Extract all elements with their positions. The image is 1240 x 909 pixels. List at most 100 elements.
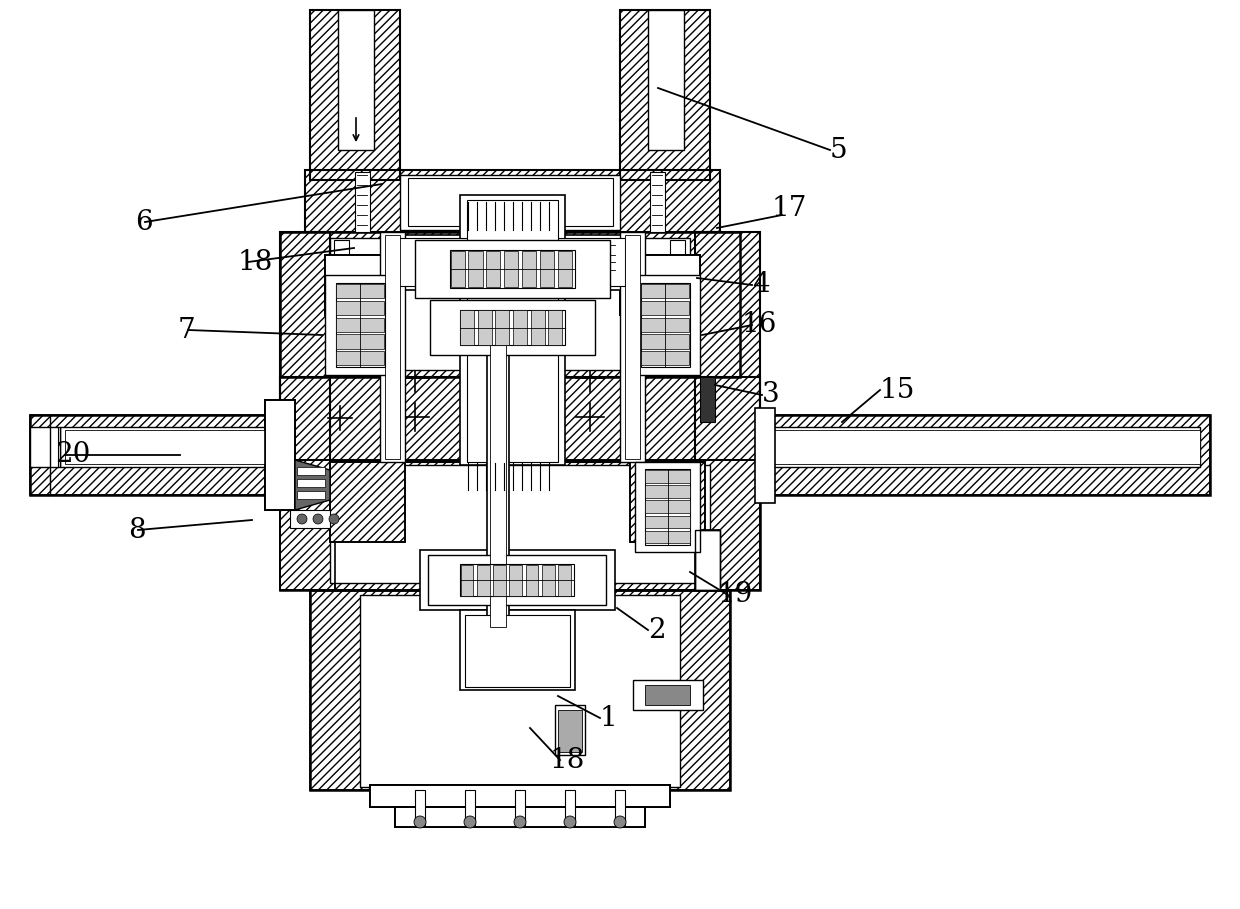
Bar <box>645 485 689 498</box>
Bar <box>384 235 401 459</box>
Bar <box>510 564 522 595</box>
Bar <box>330 465 711 583</box>
Bar <box>620 232 645 462</box>
Bar <box>30 415 280 495</box>
Bar <box>396 807 645 827</box>
Bar <box>556 705 585 755</box>
Bar <box>641 301 689 315</box>
Bar <box>298 491 325 499</box>
Bar <box>450 251 575 287</box>
Bar <box>450 251 465 287</box>
Text: 19: 19 <box>718 582 754 608</box>
Bar <box>408 178 613 226</box>
Text: 6: 6 <box>135 208 153 235</box>
Bar <box>522 251 536 287</box>
Circle shape <box>414 816 427 828</box>
Text: 15: 15 <box>880 376 915 404</box>
Text: 4: 4 <box>751 272 770 298</box>
Bar <box>558 564 570 595</box>
Circle shape <box>515 816 526 828</box>
Bar <box>30 427 60 467</box>
Bar <box>467 200 558 462</box>
Bar <box>460 195 565 465</box>
Bar <box>290 510 330 528</box>
Bar <box>280 377 760 462</box>
Bar <box>630 462 706 542</box>
Bar <box>265 400 295 510</box>
Bar <box>641 351 689 365</box>
Bar <box>477 564 490 595</box>
Bar <box>558 251 572 287</box>
Bar <box>645 470 689 483</box>
Bar <box>401 175 620 230</box>
Bar <box>486 251 501 287</box>
Bar <box>460 564 474 595</box>
Bar <box>694 232 760 462</box>
Bar <box>265 400 295 510</box>
Bar <box>494 564 506 595</box>
Bar <box>370 785 670 807</box>
Bar <box>30 415 280 495</box>
Bar <box>755 408 775 503</box>
Bar <box>280 232 740 377</box>
Polygon shape <box>295 460 330 510</box>
Bar <box>310 590 730 790</box>
Bar <box>694 530 720 590</box>
Bar <box>635 462 701 552</box>
Bar <box>280 232 330 462</box>
Bar <box>701 460 760 590</box>
Bar <box>415 240 610 298</box>
Bar <box>336 335 384 348</box>
Bar <box>620 10 711 180</box>
Bar <box>339 10 374 150</box>
Bar <box>515 790 525 825</box>
Bar <box>565 790 575 825</box>
Bar <box>370 785 670 807</box>
Bar <box>701 460 760 590</box>
Bar <box>645 685 689 705</box>
Bar <box>336 284 384 298</box>
Bar <box>460 310 474 345</box>
Bar <box>280 232 740 377</box>
Bar <box>310 10 401 180</box>
Bar <box>325 255 405 315</box>
Circle shape <box>614 816 626 828</box>
Bar <box>298 467 325 475</box>
Bar <box>620 255 701 315</box>
Bar <box>396 807 645 827</box>
Bar <box>336 301 384 315</box>
Bar <box>645 501 689 513</box>
Text: 8: 8 <box>128 516 145 544</box>
Text: 18: 18 <box>551 746 585 774</box>
Bar <box>465 790 475 825</box>
Bar <box>265 400 295 510</box>
Bar <box>465 615 570 687</box>
Bar <box>396 238 625 286</box>
Bar <box>542 564 554 595</box>
Bar <box>360 595 680 787</box>
Bar <box>298 479 325 487</box>
Circle shape <box>464 816 476 828</box>
Text: 5: 5 <box>830 136 848 164</box>
Bar <box>430 300 595 355</box>
Bar <box>615 790 625 825</box>
Bar <box>330 462 405 542</box>
Bar <box>487 340 508 630</box>
Text: 20: 20 <box>55 442 91 468</box>
Bar <box>513 310 527 345</box>
Bar <box>620 255 701 315</box>
Bar <box>396 807 645 827</box>
Bar <box>379 232 405 462</box>
Bar <box>325 255 405 315</box>
Bar <box>415 790 425 825</box>
Text: 18: 18 <box>238 248 273 275</box>
Bar <box>670 240 684 368</box>
Bar <box>428 555 606 605</box>
Bar <box>760 415 1210 495</box>
Bar <box>694 232 760 462</box>
Bar <box>280 232 330 462</box>
Bar <box>701 377 715 422</box>
Bar <box>641 335 689 348</box>
Bar <box>391 235 630 290</box>
Circle shape <box>564 816 577 828</box>
